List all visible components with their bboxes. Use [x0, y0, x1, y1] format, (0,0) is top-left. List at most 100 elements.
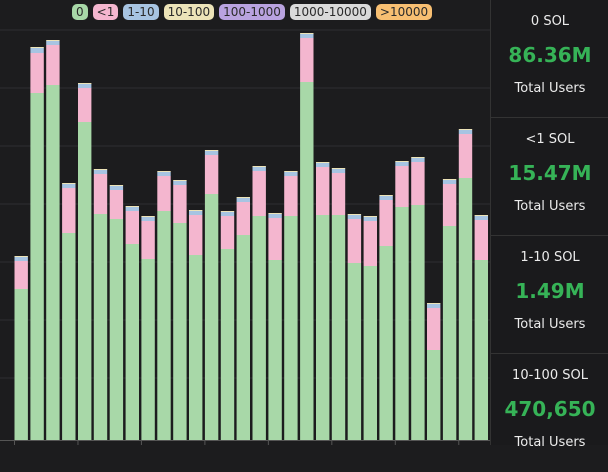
- bar-segment[interactable]: [109, 219, 124, 440]
- bar-segment[interactable]: [173, 185, 187, 223]
- bar-segment[interactable]: [14, 257, 28, 261]
- bar-segment[interactable]: [157, 176, 171, 211]
- bar-segment[interactable]: [427, 350, 441, 440]
- bar-segment[interactable]: [189, 210, 203, 211]
- bar-segment[interactable]: [347, 215, 362, 219]
- legend-item[interactable]: 10-100: [163, 4, 215, 20]
- bar-segment[interactable]: [14, 289, 28, 440]
- bar-segment[interactable]: [300, 82, 314, 440]
- bar-segment[interactable]: [62, 184, 76, 188]
- bar-segment[interactable]: [458, 134, 473, 178]
- bar-segment[interactable]: [236, 198, 250, 202]
- legend-item[interactable]: 1-10: [123, 4, 159, 20]
- bar-segment[interactable]: [395, 162, 409, 166]
- bar-segment[interactable]: [316, 162, 330, 163]
- bar-segment[interactable]: [141, 221, 155, 259]
- legend-item[interactable]: 1000-10000: [289, 4, 371, 20]
- bar-segment[interactable]: [204, 155, 219, 194]
- bar-segment[interactable]: [46, 40, 60, 41]
- bar-segment[interactable]: [427, 304, 441, 308]
- bar-segment[interactable]: [157, 172, 171, 176]
- bar-segment[interactable]: [141, 216, 155, 217]
- bar-segment[interactable]: [474, 216, 488, 220]
- bar-segment[interactable]: [30, 53, 44, 93]
- bar-segment[interactable]: [395, 207, 409, 440]
- bar-segment[interactable]: [474, 220, 488, 260]
- bar-segment[interactable]: [363, 217, 377, 221]
- bar-segment[interactable]: [220, 216, 235, 249]
- legend-item[interactable]: 100-1000: [219, 4, 285, 20]
- bar-segment[interactable]: [78, 83, 92, 84]
- bar-segment[interactable]: [141, 217, 155, 221]
- bar-segment[interactable]: [300, 34, 314, 38]
- bar-segment[interactable]: [379, 195, 393, 196]
- bar-segment[interactable]: [125, 244, 139, 440]
- bar-segment[interactable]: [173, 223, 187, 440]
- bar-segment[interactable]: [62, 183, 76, 184]
- bar-segment[interactable]: [442, 184, 457, 226]
- bar-segment[interactable]: [316, 167, 330, 215]
- bar-segment[interactable]: [379, 200, 393, 246]
- bar-segment[interactable]: [46, 41, 60, 45]
- bar-segment[interactable]: [125, 206, 139, 207]
- bar-segment[interactable]: [93, 174, 108, 214]
- bar-segment[interactable]: [363, 216, 377, 217]
- bar-segment[interactable]: [458, 129, 473, 130]
- bar-segment[interactable]: [331, 173, 346, 215]
- bar-segment[interactable]: [157, 171, 171, 172]
- bar-segment[interactable]: [284, 176, 298, 216]
- bar-segment[interactable]: [78, 122, 92, 440]
- legend-item[interactable]: <1: [92, 4, 119, 20]
- bar-segment[interactable]: [62, 233, 76, 440]
- bar-segment[interactable]: [474, 260, 488, 440]
- bar-segment[interactable]: [363, 266, 377, 440]
- bar-segment[interactable]: [14, 256, 28, 257]
- bar-segment[interactable]: [30, 48, 44, 53]
- bar-segment[interactable]: [109, 190, 124, 219]
- bar-segment[interactable]: [220, 212, 235, 216]
- bar-segment[interactable]: [189, 211, 203, 215]
- bar-segment[interactable]: [252, 167, 266, 171]
- bar-segment[interactable]: [268, 214, 282, 218]
- bar-segment[interactable]: [93, 169, 108, 170]
- bar-segment[interactable]: [442, 179, 457, 180]
- bar-segment[interactable]: [363, 221, 377, 266]
- bar-segment[interactable]: [458, 130, 473, 134]
- bar-segment[interactable]: [411, 158, 425, 162]
- bar-segment[interactable]: [62, 188, 76, 233]
- bar-segment[interactable]: [189, 255, 203, 440]
- bar-segment[interactable]: [125, 211, 139, 244]
- bar-segment[interactable]: [93, 170, 108, 174]
- bar-segment[interactable]: [331, 168, 346, 169]
- bar-segment[interactable]: [204, 151, 219, 155]
- bar-segment[interactable]: [411, 162, 425, 205]
- bar-segment[interactable]: [30, 93, 44, 440]
- bar-segment[interactable]: [93, 214, 108, 440]
- bar-segment[interactable]: [78, 88, 92, 122]
- bar-segment[interactable]: [268, 213, 282, 214]
- bar-segment[interactable]: [442, 226, 457, 440]
- bar-segment[interactable]: [14, 261, 28, 289]
- bar-segment[interactable]: [268, 260, 282, 440]
- bar-segment[interactable]: [46, 85, 60, 440]
- bar-segment[interactable]: [300, 38, 314, 82]
- bar-segment[interactable]: [474, 215, 488, 216]
- bar-segment[interactable]: [204, 150, 219, 151]
- bar-segment[interactable]: [236, 235, 250, 440]
- bar-segment[interactable]: [316, 163, 330, 167]
- bar-segment[interactable]: [78, 84, 92, 88]
- bar-segment[interactable]: [427, 303, 441, 304]
- bar-segment[interactable]: [125, 207, 139, 211]
- bar-segment[interactable]: [427, 308, 441, 350]
- bar-segment[interactable]: [30, 47, 44, 48]
- bar-segment[interactable]: [331, 215, 346, 440]
- bar-segment[interactable]: [379, 246, 393, 440]
- legend-item[interactable]: >10000: [375, 4, 433, 20]
- bar-segment[interactable]: [411, 205, 425, 440]
- bar-segment[interactable]: [300, 33, 314, 34]
- bar-segment[interactable]: [252, 166, 266, 167]
- bar-segment[interactable]: [284, 171, 298, 172]
- bar-segment[interactable]: [284, 172, 298, 176]
- bar-segment[interactable]: [347, 214, 362, 215]
- bar-segment[interactable]: [411, 157, 425, 158]
